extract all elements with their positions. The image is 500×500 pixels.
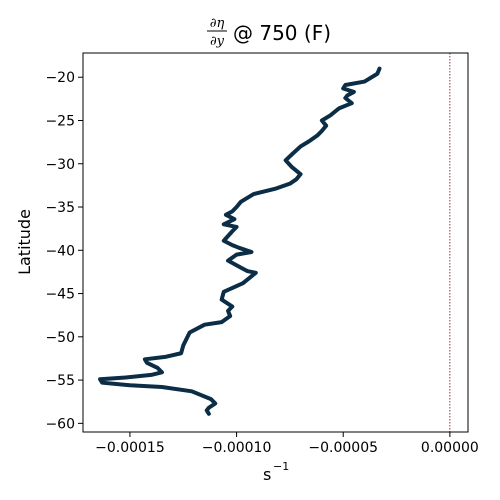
y-tick-label: −50 [45, 330, 75, 346]
plot-frame [82, 52, 469, 433]
x-tick-label: −0.00010 [202, 440, 272, 456]
title-denominator: ∂y [210, 34, 225, 49]
y-tick-label: −25 [45, 113, 75, 129]
x-axis-label: s −1 [263, 460, 289, 484]
y-tick-label: −60 [45, 416, 75, 432]
y-tick-label: −40 [45, 243, 75, 259]
y-axis-label: Latitude [15, 209, 34, 275]
x-axis-label-exponent: −1 [273, 460, 289, 473]
series-line-0 [98, 66, 382, 416]
y-tick-label: −30 [45, 157, 75, 173]
chart-title: ∂η ∂y @ 750 (F) [207, 16, 331, 49]
x-axis-label-base: s [263, 465, 271, 484]
y-tick-label: −20 [45, 70, 75, 86]
x-tick-label: −0.00005 [308, 440, 378, 456]
x-tick-label: 0.00000 [421, 440, 479, 456]
y-tick-label: −55 [45, 373, 75, 389]
y-tick-label: −35 [45, 200, 75, 216]
y-tick-label: −45 [45, 287, 75, 303]
title-numerator: ∂η [210, 16, 225, 31]
title-suffix: @ 750 (F) [233, 21, 331, 45]
x-tick-label: −0.00015 [95, 440, 165, 456]
